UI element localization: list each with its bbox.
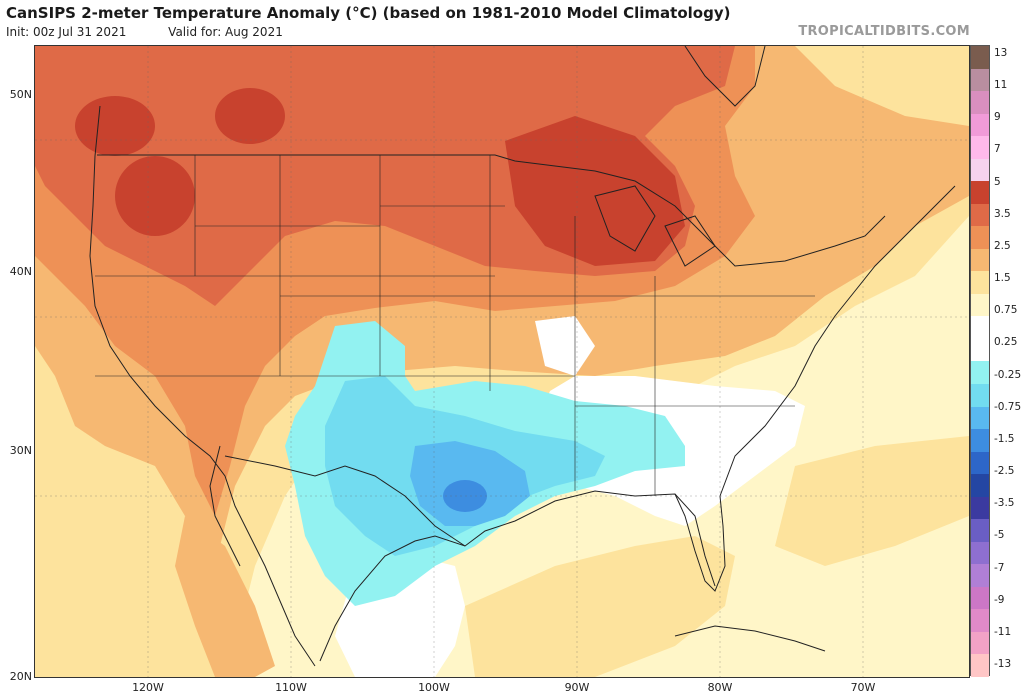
colorbar-segment	[971, 68, 989, 92]
great-lakes	[594, 185, 716, 267]
colorbar-segment	[971, 406, 989, 430]
lat-label-30n: 30N	[9, 444, 32, 457]
anomaly-map	[34, 45, 970, 678]
lon-label-70w: 70W	[850, 681, 876, 694]
colorbar-segment	[971, 474, 989, 497]
lat-label-50n: 50N	[9, 88, 32, 101]
atlantic-warm-band	[775, 436, 969, 566]
mexico-warm-band	[175, 516, 275, 677]
colorbar-label: -0.75	[994, 400, 1022, 413]
colorbar-segment	[971, 609, 989, 632]
colorbar-label: -11	[994, 625, 1012, 638]
colorbar-segment	[971, 519, 989, 542]
coastlines	[89, 46, 956, 667]
lon-label-110w: 110W	[275, 681, 307, 694]
colorbar-label: 11	[994, 79, 1008, 92]
hudson-bay-shore	[684, 46, 766, 107]
lat-label-40n: 40N	[9, 265, 32, 278]
atlantic-coast	[719, 185, 956, 497]
colorbar-segment	[971, 136, 989, 159]
warm-strong-core-north	[215, 88, 285, 144]
map-subtitle: Init: 00z Jul 31 2021 Valid for: Aug 202…	[6, 25, 283, 39]
colorbar-label: -13	[994, 658, 1012, 670]
colorbar-segment	[971, 361, 989, 384]
colorbar-label: -2.5	[994, 465, 1015, 478]
warm-strong-core-west	[75, 96, 155, 156]
colorbar-segment	[971, 271, 989, 294]
us-canada-border	[97, 154, 886, 267]
colorbar-label: -7	[994, 561, 1005, 574]
colorbar-label: -0.25	[994, 368, 1022, 381]
colorbar-segment	[971, 383, 989, 407]
colorbar-segment	[971, 541, 989, 565]
colorbar-label: -9	[994, 593, 1005, 606]
warm-strong-core-lakes	[505, 116, 685, 266]
florida	[674, 493, 726, 592]
colorbar-segment	[971, 451, 989, 475]
gulf-coast	[319, 490, 716, 662]
colorbar-label: 0.75	[994, 304, 1018, 317]
colorbar-segment	[971, 496, 989, 520]
lon-label-120w: 120W	[132, 681, 164, 694]
colorbar-segment	[971, 429, 989, 452]
colorbar-segment	[971, 46, 989, 69]
colorbar-segment	[971, 654, 989, 677]
init-time: Init: 00z Jul 31 2021	[6, 25, 127, 39]
colorbar-label: 7	[994, 143, 1001, 156]
map-title: CanSIPS 2-meter Temperature Anomaly (°C)…	[6, 4, 731, 22]
lon-label-100w: 100W	[418, 681, 450, 694]
colorbar-segment	[971, 113, 989, 137]
colorbar-label: 1.5	[994, 272, 1011, 285]
valid-time: Valid for: Aug 2021	[168, 25, 283, 39]
colorbar-label: 9	[994, 111, 1001, 124]
state-borders	[95, 155, 815, 496]
colorbar-label: 2.5	[994, 239, 1011, 252]
colorbar-label: -5	[994, 529, 1005, 542]
colorbar-segment	[971, 338, 989, 362]
colorbar-segment	[971, 293, 989, 317]
baja-peninsula	[209, 445, 241, 567]
graticule	[35, 46, 969, 677]
cuba	[674, 625, 826, 652]
colorbar-segment	[971, 181, 989, 204]
lon-label-90w: 90W	[564, 681, 590, 694]
colorbar-label: 3.5	[994, 207, 1011, 220]
colorbar-segment	[971, 248, 989, 272]
colorbar-segment	[971, 226, 989, 249]
gulf-warm-band	[465, 536, 735, 677]
neutral-region-ohio	[535, 316, 595, 376]
colorbar-label: 5	[994, 175, 1001, 188]
colorbar-label: 0.25	[994, 336, 1018, 349]
colorbar-segment	[971, 158, 989, 182]
colorbar-segment	[971, 316, 989, 339]
pacific-coast	[89, 105, 316, 667]
colorbar-label: -3.5	[994, 497, 1015, 510]
colorbar-segment	[971, 203, 989, 227]
colorbar-label: -1.5	[994, 432, 1015, 445]
colorbar-segment	[971, 91, 989, 114]
colorbar-segment	[971, 631, 989, 655]
colorbar	[970, 45, 990, 677]
colorbar-label: 13	[994, 47, 1008, 59]
lon-label-80w: 80W	[707, 681, 733, 694]
warm-strong-core-bc	[115, 156, 195, 236]
lat-label-20n: 20N	[9, 670, 32, 683]
brand-watermark: TROPICALTIDBITS.COM	[798, 24, 970, 39]
colorbar-segment	[971, 564, 989, 587]
colorbar-segment	[971, 586, 989, 610]
us-mexico-border	[224, 455, 466, 547]
anomaly-map-svg	[35, 46, 969, 677]
